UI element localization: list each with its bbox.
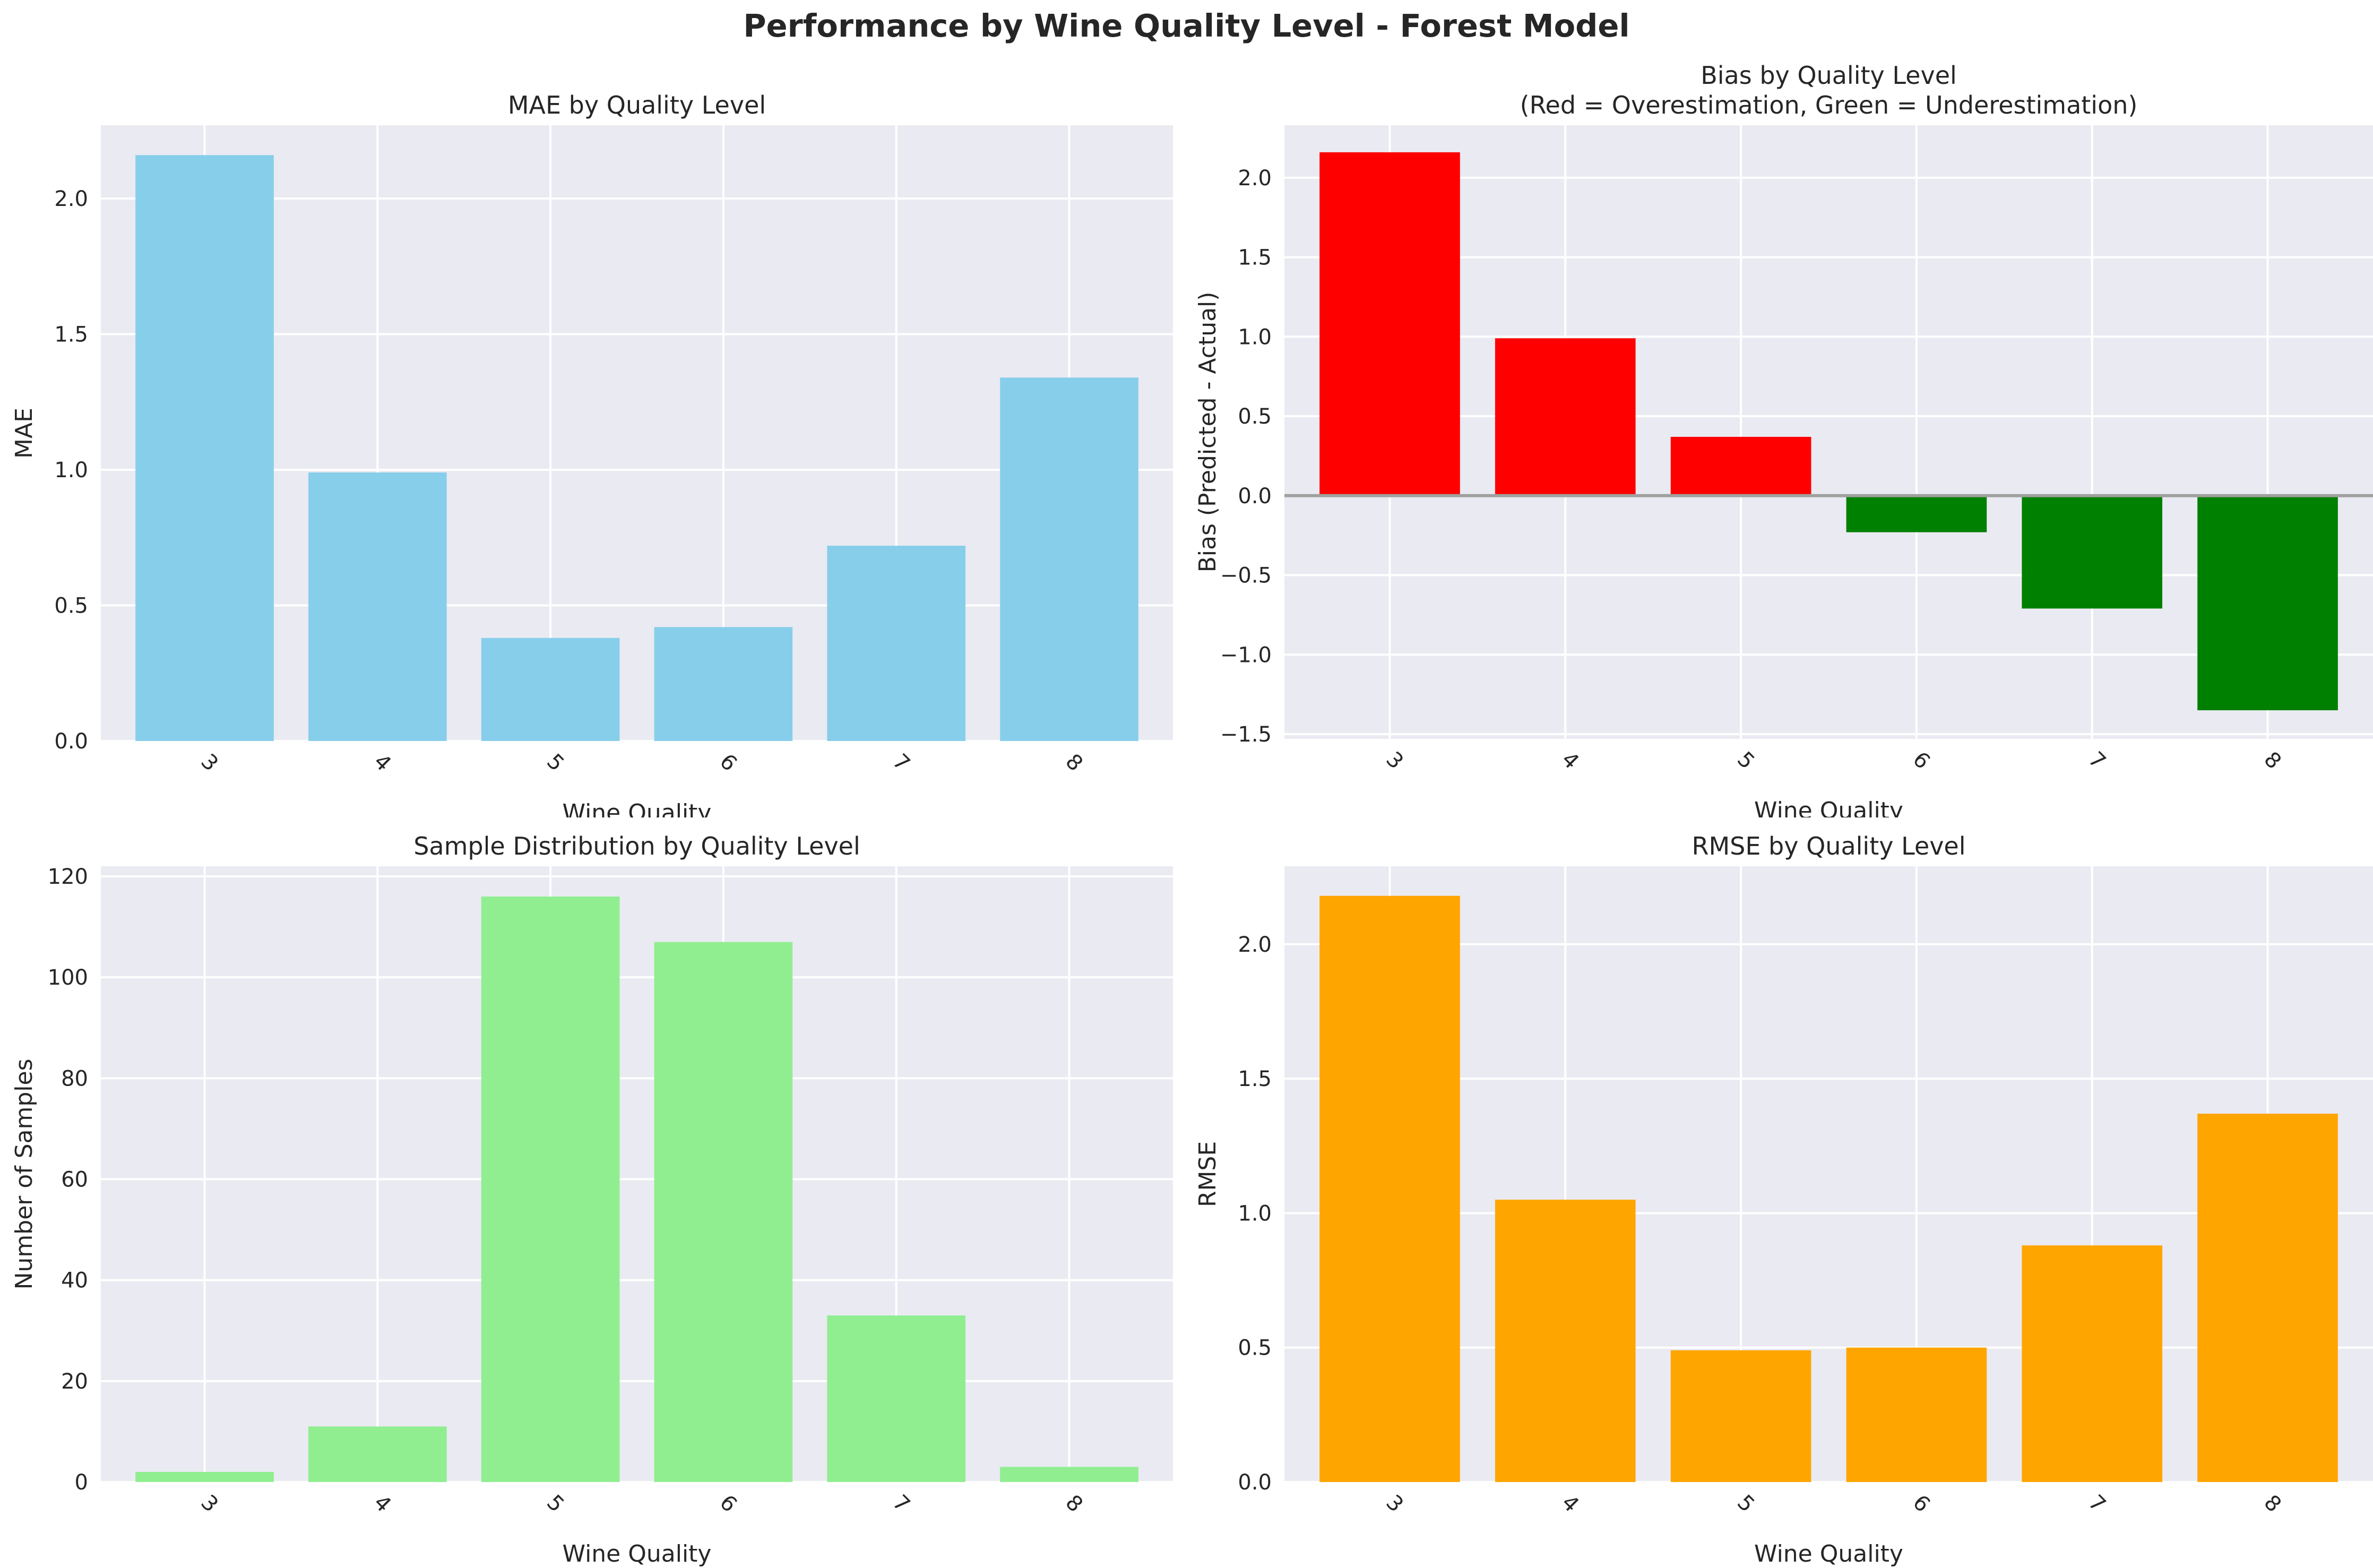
y-axis-label: Number of Samples xyxy=(11,1058,38,1289)
y-tick-label: 0.0 xyxy=(54,729,88,754)
x-tick-label: 5 xyxy=(1732,747,1759,774)
sample-distribution-chart: 0 20 40 60 80 100 120 3 4 5 6 7 8 Wine Quality Number … xyxy=(11,832,1173,1567)
y-tick-label: 0.5 xyxy=(54,593,88,618)
bar-quality-6 xyxy=(1846,495,1987,532)
x-tick-label: 7 xyxy=(888,1491,915,1518)
bar-quality-4 xyxy=(1495,338,1636,496)
y-tick-label: 0.5 xyxy=(1238,404,1272,429)
x-tick-label: 3 xyxy=(196,749,223,777)
x-tick-label: 8 xyxy=(2259,1491,2286,1518)
chart-title: Bias by Quality Level xyxy=(1701,61,1957,90)
x-tick-label: 8 xyxy=(1060,749,1088,777)
y-tick-label: 0.5 xyxy=(1238,1336,1272,1360)
bar-quality-4 xyxy=(308,472,447,741)
bar-quality-7 xyxy=(2022,1245,2163,1482)
bar-quality-3 xyxy=(1319,895,1460,1482)
chart-title: RMSE by Quality Level xyxy=(1692,832,1966,860)
x-axis-label: Wine Quality xyxy=(1754,797,1903,817)
bar-quality-3 xyxy=(1319,152,1460,496)
x-tick-label: 6 xyxy=(1908,1491,1935,1518)
y-tick-label: −1.0 xyxy=(1220,643,1272,667)
bar-quality-6 xyxy=(654,627,793,741)
plot-background xyxy=(1284,125,2373,739)
y-tick-label: −0.5 xyxy=(1220,564,1272,588)
plot-background xyxy=(101,125,1173,741)
y-axis-label: MAE xyxy=(11,408,38,459)
bias-chart: −1.5 −1.0 −0.5 0.0 0.5 1.0 1.5 2.0 3 4 5 6 7 8 Wine Qu… xyxy=(1194,61,2373,817)
bar-quality-5 xyxy=(1670,436,1811,496)
y-tick-label: 1.0 xyxy=(1238,1201,1272,1226)
bar-quality-7 xyxy=(2022,495,2163,609)
x-tick-label: 3 xyxy=(196,1491,223,1518)
bar-quality-6 xyxy=(654,942,793,1482)
x-tick-label: 5 xyxy=(542,749,569,777)
y-tick-label: 1.5 xyxy=(1238,1067,1272,1091)
x-tick-label: 4 xyxy=(369,749,396,777)
plot-background xyxy=(101,866,1173,1482)
x-tick-label: 6 xyxy=(715,749,742,777)
y-axis-label: RMSE xyxy=(1194,1141,1221,1207)
bar-quality-4 xyxy=(308,1426,447,1482)
x-tick-label: 4 xyxy=(1557,747,1584,774)
y-tick-label: 40 xyxy=(61,1269,88,1293)
bar-quality-8 xyxy=(1000,377,1138,741)
x-tick-label: 4 xyxy=(1557,1491,1584,1518)
x-tick-label: 6 xyxy=(715,1491,742,1518)
x-tick-label: 7 xyxy=(2084,747,2111,774)
bar-quality-7 xyxy=(827,546,966,741)
x-tick-label: 3 xyxy=(1381,1491,1408,1518)
bar-quality-6 xyxy=(1846,1347,1987,1482)
y-axis-label: Bias (Predicted - Actual) xyxy=(1194,292,1221,573)
bar-quality-8 xyxy=(1000,1467,1138,1482)
y-tick-label: 1.5 xyxy=(54,322,88,347)
x-tick-label: 5 xyxy=(542,1491,569,1518)
plot-background xyxy=(1284,866,2373,1482)
y-tick-label: 100 xyxy=(48,966,88,990)
y-tick-label: 1.0 xyxy=(54,458,88,483)
y-tick-label: −1.5 xyxy=(1220,722,1272,747)
y-tick-label: 60 xyxy=(61,1168,88,1192)
y-tick-label: 120 xyxy=(48,865,88,889)
y-tick-label: 2.0 xyxy=(1238,166,1272,191)
chart-title: Sample Distribution by Quality Level xyxy=(413,832,860,860)
x-tick-label: 4 xyxy=(369,1491,396,1518)
y-tick-label: 0 xyxy=(75,1470,88,1495)
x-tick-label: 5 xyxy=(1732,1491,1759,1518)
x-axis-label: Wine Quality xyxy=(1754,1540,1903,1567)
x-axis-label: Wine Quality xyxy=(563,799,712,817)
y-tick-label: 2.0 xyxy=(54,187,88,211)
y-tick-label: 80 xyxy=(61,1066,88,1091)
chart-title: MAE by Quality Level xyxy=(508,91,766,119)
mae-chart: 0.0 0.5 1.0 1.5 2.0 3 4 5 6 7 8 Wine Quality MAE MAE … xyxy=(11,91,1173,817)
x-tick-label: 8 xyxy=(1060,1491,1088,1518)
bar-quality-5 xyxy=(481,637,620,741)
x-tick-label: 8 xyxy=(2259,747,2286,774)
y-tick-label: 1.0 xyxy=(1238,325,1272,349)
bar-quality-5 xyxy=(481,897,620,1482)
bar-quality-3 xyxy=(135,1471,274,1482)
y-tick-label: 20 xyxy=(61,1369,88,1394)
chart-title: (Red = Overestimation, Green = Underesti… xyxy=(1520,91,2138,119)
y-tick-label: 1.5 xyxy=(1238,246,1272,270)
bar-quality-4 xyxy=(1495,1200,1636,1482)
x-tick-label: 6 xyxy=(1908,747,1935,774)
x-tick-label: 3 xyxy=(1381,747,1408,774)
y-tick-label: 0.0 xyxy=(1238,484,1272,509)
rmse-chart: 0.0 0.5 1.0 1.5 2.0 3 4 5 6 7 8 Wine Quality RMSE RMS… xyxy=(1194,832,2373,1567)
y-tick-label: 2.0 xyxy=(1238,933,1272,957)
x-axis-label: Wine Quality xyxy=(563,1540,712,1567)
bar-quality-7 xyxy=(827,1315,966,1482)
bar-quality-3 xyxy=(135,155,274,742)
x-tick-label: 7 xyxy=(888,749,915,777)
bar-quality-8 xyxy=(2197,495,2338,711)
bar-quality-5 xyxy=(1670,1350,1811,1482)
bar-quality-8 xyxy=(2197,1114,2338,1482)
y-tick-label: 0.0 xyxy=(1238,1470,1272,1495)
figure-title: Performance by Wine Quality Level - Fore… xyxy=(743,7,1630,44)
x-tick-label: 7 xyxy=(2084,1491,2111,1518)
